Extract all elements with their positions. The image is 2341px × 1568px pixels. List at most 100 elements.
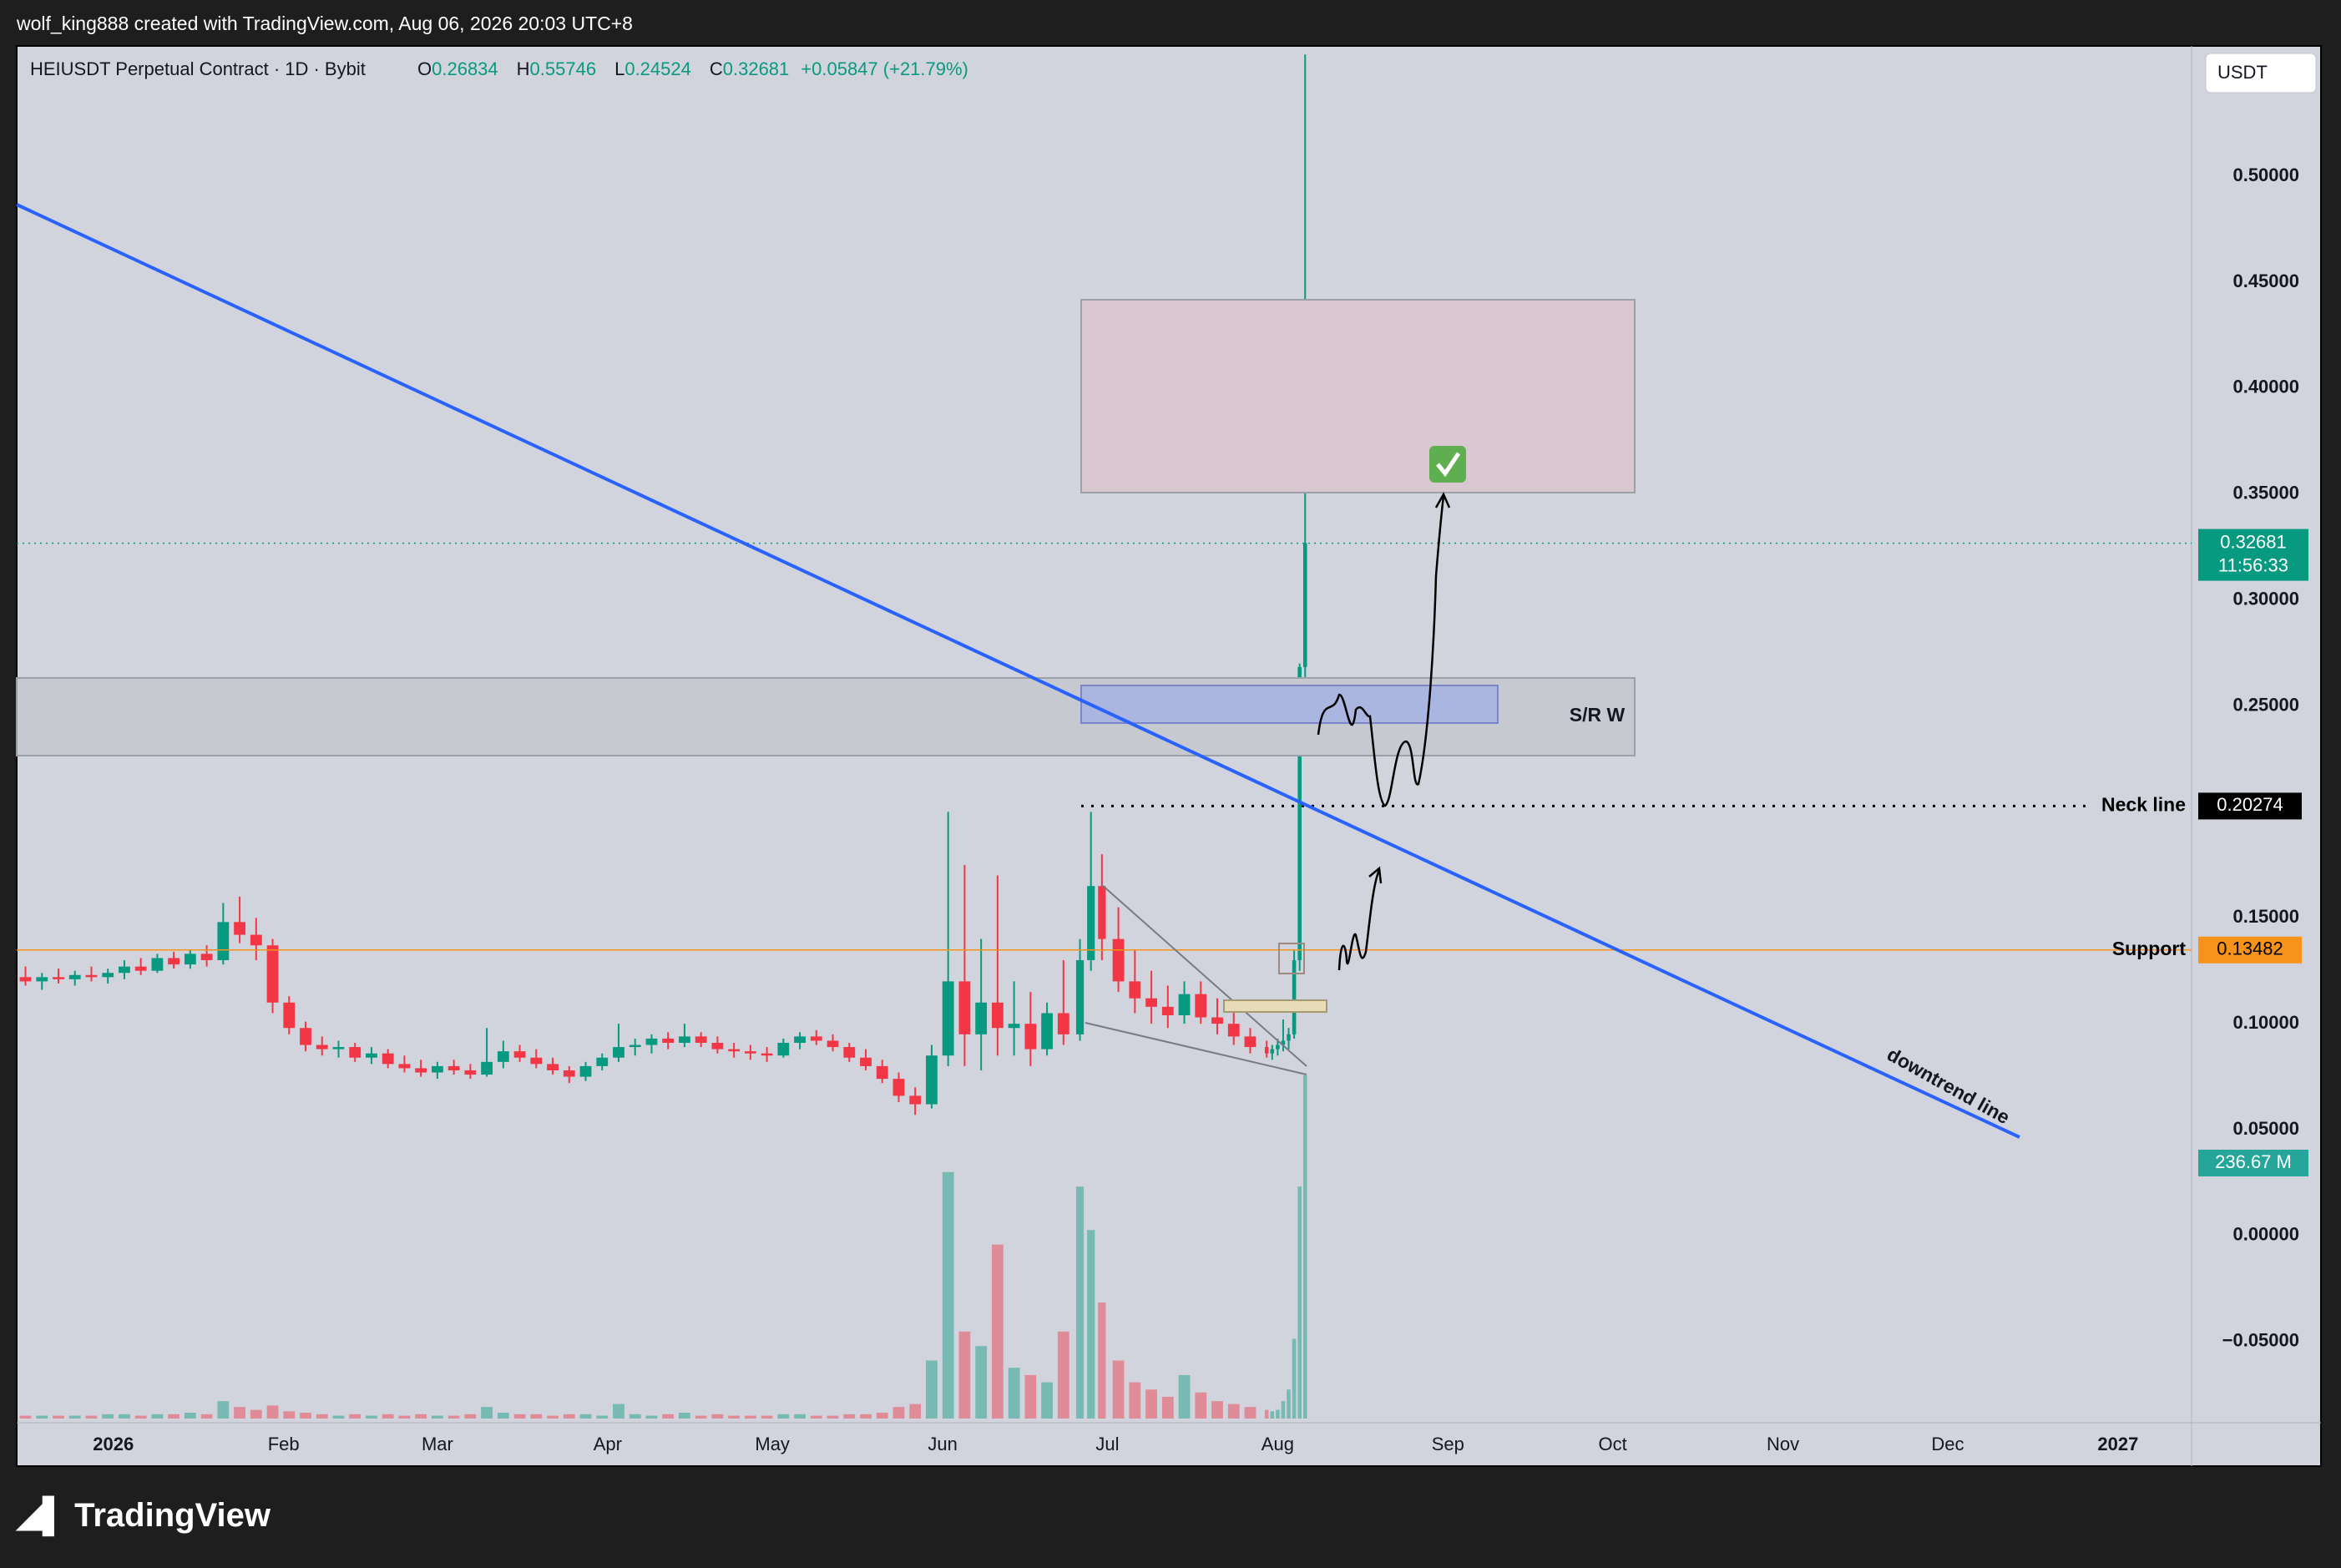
currency-button[interactable] xyxy=(2205,53,2317,94)
candle-body xyxy=(860,1057,872,1066)
volume-bar xyxy=(530,1414,543,1419)
volume-bar xyxy=(810,1415,822,1419)
volume-bar xyxy=(777,1414,790,1419)
candle-body xyxy=(300,1028,311,1045)
volume-bar xyxy=(629,1414,641,1419)
candle-body xyxy=(349,1047,362,1058)
volume-bar xyxy=(1008,1368,1020,1419)
arrow-head xyxy=(1434,492,1451,508)
volume-bar xyxy=(1195,1392,1207,1419)
candle-body xyxy=(134,966,147,971)
candle-body xyxy=(794,1036,806,1043)
volume-bar xyxy=(1041,1382,1053,1419)
candle-body xyxy=(332,1047,345,1050)
volume-bar xyxy=(991,1244,1004,1419)
candle-body xyxy=(975,1002,988,1034)
volume-bar xyxy=(579,1414,592,1419)
candle-body xyxy=(234,922,245,935)
volume-bar xyxy=(151,1414,164,1419)
y-tick-label: 0.05000 xyxy=(2232,1118,2299,1139)
candle-body xyxy=(382,1053,394,1065)
candle-body xyxy=(991,1002,1004,1029)
candle-body xyxy=(366,1053,377,1058)
volume-tag xyxy=(2198,1150,2308,1176)
volume-bar xyxy=(464,1414,477,1419)
volume-bar xyxy=(958,1331,971,1419)
candle-body xyxy=(547,1064,559,1070)
last-price: 0.32681 xyxy=(2220,531,2287,552)
candle-body xyxy=(1270,1049,1275,1054)
ohlc-letter: H xyxy=(517,58,530,79)
volume-bar xyxy=(1276,1409,1280,1419)
candle-body xyxy=(1276,1044,1280,1050)
volume-bar xyxy=(1270,1411,1275,1419)
x-tick-label: May xyxy=(755,1434,790,1454)
candle-body xyxy=(1075,960,1085,1034)
volume-bar xyxy=(119,1414,130,1419)
small-box xyxy=(1278,943,1305,974)
ohlc-letter: O xyxy=(417,58,432,79)
candle-body xyxy=(827,1040,839,1048)
check-icon xyxy=(1436,452,1461,478)
x-tick-label: Nov xyxy=(1767,1434,1799,1454)
candle-body xyxy=(513,1051,526,1058)
candle-body xyxy=(497,1051,509,1062)
candle-body xyxy=(1129,981,1141,999)
candle-body xyxy=(843,1047,856,1058)
candle-body xyxy=(398,1064,411,1069)
volume-bar xyxy=(200,1414,213,1419)
candle-body xyxy=(1178,994,1191,1015)
volume-bar xyxy=(234,1407,245,1419)
x-tick-label: Aug xyxy=(1262,1434,1294,1454)
candle-body xyxy=(119,966,130,974)
candle-body xyxy=(613,1047,624,1058)
level-value: 0.13482 xyxy=(2217,938,2283,959)
candle-body xyxy=(579,1065,592,1077)
candle-body xyxy=(1024,1024,1037,1050)
candle-body xyxy=(1195,994,1207,1018)
volume-bar xyxy=(68,1415,81,1419)
volume-bar xyxy=(794,1414,806,1419)
y-tick-label: −0.05000 xyxy=(2222,1330,2299,1351)
x-tick-label: Jun xyxy=(928,1434,957,1454)
x-tick-label: Feb xyxy=(268,1434,300,1454)
volume-bar xyxy=(19,1415,32,1419)
candle-body xyxy=(168,958,180,965)
volume-bar xyxy=(695,1415,707,1419)
volume-bar xyxy=(431,1415,443,1419)
candle-body xyxy=(1087,886,1095,961)
volume-bar xyxy=(36,1415,48,1419)
wedge-line xyxy=(1085,1022,1307,1075)
volume-bar xyxy=(975,1346,988,1419)
volume-bar xyxy=(645,1415,658,1419)
volume-bar xyxy=(168,1414,180,1419)
candle-body xyxy=(810,1036,822,1041)
volume-bar xyxy=(1302,1075,1307,1419)
candle-body xyxy=(53,977,64,979)
ohlc-legend: O0.26834 H0.55746 L0.24524 C0.32681 +0.05847… xyxy=(417,58,968,79)
volume-bar xyxy=(1145,1389,1157,1419)
candle-body xyxy=(85,974,98,978)
volume-bar xyxy=(1292,1338,1297,1419)
volume-bar xyxy=(1075,1186,1085,1419)
wedge-line xyxy=(1101,884,1307,1067)
volume-bar xyxy=(1297,1186,1302,1419)
volume-bar xyxy=(613,1404,624,1419)
volume-bar xyxy=(711,1414,724,1419)
volume-bar xyxy=(827,1415,839,1419)
level-name: Neck line xyxy=(2101,794,2186,816)
candle-body xyxy=(316,1044,328,1050)
level-name: Support xyxy=(2112,938,2186,959)
candle-body xyxy=(926,1055,938,1105)
volume-bar xyxy=(1211,1401,1223,1419)
volume-bar xyxy=(316,1414,328,1419)
projection-path xyxy=(1337,869,1381,971)
volume-bar xyxy=(217,1401,230,1419)
change: +0.05847 (+21.79%) xyxy=(801,58,968,79)
candle-body xyxy=(1292,960,1297,1034)
volume-bar xyxy=(1087,1230,1095,1419)
y-tick-label: 0.25000 xyxy=(2232,694,2299,715)
level-tag xyxy=(2198,792,2302,820)
volume-bar xyxy=(349,1414,362,1419)
volume-bar xyxy=(447,1415,460,1419)
